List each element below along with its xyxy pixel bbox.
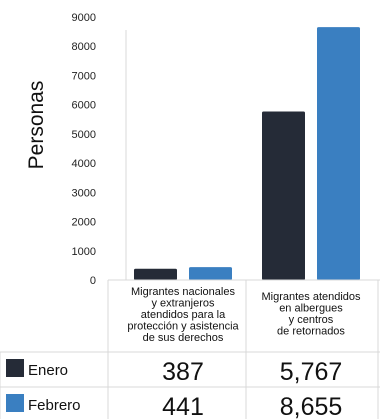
y-tick-label: 0 [90, 275, 96, 287]
y-axis-label: Personas [25, 81, 48, 170]
category-label: Migrantes atendidos en albergues y centros… [261, 291, 361, 338]
table-value: 5,767 [280, 358, 343, 386]
bar-enero-1 [134, 268, 177, 280]
y-tick-label: 2000 [72, 217, 96, 229]
legend-swatch-febrero [6, 394, 24, 412]
bar-enero-2 [262, 111, 305, 281]
table-value: 387 [162, 358, 204, 386]
y-tick-label: 9000 [72, 12, 96, 24]
legend-swatch-enero [6, 359, 24, 377]
y-tick-label: 8000 [72, 41, 96, 53]
bars-layer [134, 27, 360, 281]
y-tick-label: 5000 [72, 129, 96, 141]
y-tick-label: 1000 [72, 246, 96, 258]
data-table: Migrantes nacionales y extranjeros atendid… [0, 279, 380, 419]
y-tick-label: 6000 [72, 100, 96, 112]
bar-febrero-1 [189, 267, 232, 280]
y-tick-label: 7000 [72, 70, 96, 82]
bar-febrero-2 [317, 27, 360, 281]
table-value: 441 [162, 393, 204, 419]
table-value: 8,655 [280, 393, 343, 419]
legend-label-febrero: Febrero [28, 397, 81, 414]
y-tick-label: 4000 [72, 158, 96, 170]
axis-layer: 0 1000 2000 3000 4000 5000 6000 7000 8000 9000 [72, 12, 127, 287]
legend-label-enero: Enero [28, 362, 68, 379]
category-label: Migrantes nacionales y extranjeros atendid… [127, 286, 239, 344]
y-tick-label: 3000 [72, 187, 96, 199]
